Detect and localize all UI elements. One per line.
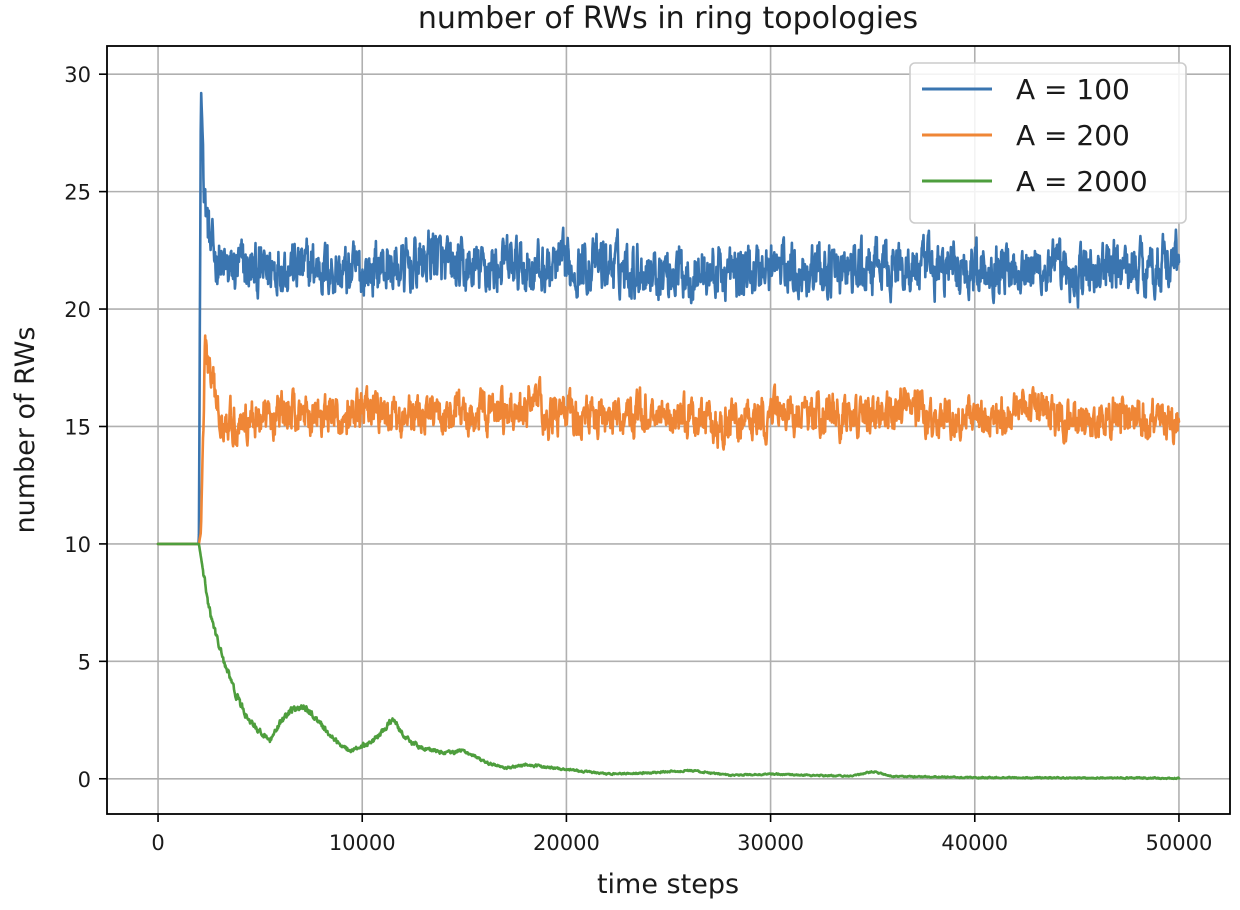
y-tick-label: 0 (78, 768, 91, 792)
series-line-1 (156, 91, 1181, 546)
y-tick-label: 15 (64, 415, 91, 439)
series-lines (156, 91, 1181, 781)
x-tick-label: 40000 (941, 831, 1008, 855)
x-tick-label: 0 (151, 831, 164, 855)
y-axis-label: number of RWs (10, 327, 41, 534)
y-tick-label: 5 (78, 650, 91, 674)
x-tick-label: 10000 (329, 831, 396, 855)
y-tick-label: 20 (64, 298, 91, 322)
legend-label: A = 100 (1016, 73, 1130, 106)
legend-label: A = 200 (1016, 119, 1130, 152)
chart-title: number of RWs in ring topologies (418, 1, 918, 36)
series-line-2 (156, 334, 1181, 546)
x-tick-label: 20000 (533, 831, 600, 855)
axis-ticks: 0 10000 20000 30000 40000 50000 0 5 10 15 20 25 30 (64, 63, 1212, 855)
plot-frame (106, 45, 1231, 815)
y-tick-label: 30 (64, 63, 91, 87)
legend-box (909, 62, 1187, 224)
y-tick-label: 25 (64, 181, 91, 205)
x-tick-label: 30000 (737, 831, 804, 855)
legend-label: A = 2000 (1016, 165, 1148, 198)
x-tick-label: 50000 (1146, 831, 1213, 855)
x-axis-label: time steps (597, 869, 739, 900)
legend: A = 100 A = 200 A = 2000 (909, 62, 1187, 224)
series-line-3 (156, 542, 1181, 781)
y-tick-label: 10 (64, 533, 91, 557)
